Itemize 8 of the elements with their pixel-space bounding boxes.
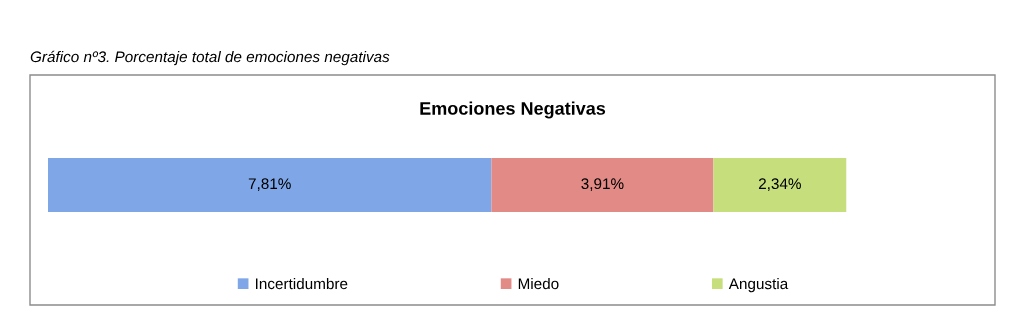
legend-label: Incertidumbre	[256, 277, 348, 290]
legend-label: Angustia	[728, 277, 789, 293]
data-label: 3,91%	[581, 178, 624, 191]
data-label: 2,34%	[758, 178, 801, 191]
data-label: 7,81%	[248, 178, 291, 191]
chart-title: Emociones Negativas	[420, 101, 606, 119]
text: Gráfico nº3. Porcentaje total de emociones negativas	[30, 50, 390, 66]
legend-label: Miedo	[518, 277, 559, 290]
